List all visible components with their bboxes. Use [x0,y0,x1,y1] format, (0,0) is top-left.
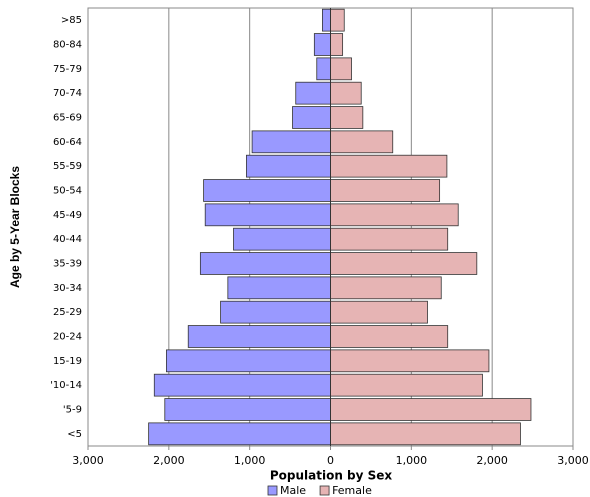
bar [220,300,331,324]
bar [330,81,362,105]
bar [227,276,331,300]
y-tick-label: 80-84 [53,40,82,51]
y-tick-label: 20-24 [53,332,82,343]
legend-label: Male [280,484,306,497]
legend-label: Female [332,484,372,497]
y-tick-label: 35-39 [53,259,82,270]
bar [246,154,331,178]
bar [164,398,331,421]
x-tick-label: 3,000 [72,454,104,467]
x-tick-label: 2,000 [476,454,508,467]
y-tick-label: 50-54 [53,186,82,197]
bar [292,106,331,129]
bar [330,179,441,202]
x-axis-label: Population by Sex [270,469,393,483]
y-tick-label: 60-64 [53,137,82,148]
bar [330,227,449,251]
bar [330,422,521,446]
y-tick-label: '5-9 [63,405,82,416]
bar [330,252,478,275]
x-tick-label: 1,000 [396,454,428,467]
x-tick-label: 1,000 [234,454,266,467]
x-tick-label: 3,000 [557,454,589,467]
y-tick-label: 25-29 [53,307,82,318]
bar [330,33,344,56]
bar [330,349,490,373]
y-tick-label: 70-74 [53,88,82,99]
bar [153,373,331,397]
bar [187,325,331,348]
bar [330,106,364,129]
bar [295,81,331,105]
y-tick-label: 45-49 [53,210,82,221]
bar [330,325,449,348]
bar [251,130,331,154]
bar [330,203,459,227]
bar [316,57,331,81]
y-tick-label: 65-69 [53,113,82,124]
x-tick-label: 2,000 [153,454,185,467]
y-tick-label: 30-34 [53,283,82,294]
bar [330,154,448,178]
bar [166,349,331,373]
y-axis-label: Age by 5-Year Blocks [8,166,22,288]
bar [330,57,352,81]
y-tick-label: 75-79 [53,64,82,75]
bar [330,373,483,397]
bar [204,203,331,227]
legend-swatch [267,485,278,496]
y-tick-label: <5 [67,429,82,440]
y-tick-label: 15-19 [53,356,82,367]
bar [330,398,532,421]
bar [203,179,331,202]
bar [313,33,331,56]
bar [330,130,394,154]
y-tick-label: >85 [61,15,82,26]
bar [330,300,428,324]
bar [199,252,331,275]
y-tick-label: 40-44 [53,234,82,245]
bar [330,8,345,32]
legend-swatch [319,485,330,496]
bar [233,227,331,251]
bar [148,422,331,446]
bar [322,8,331,32]
y-tick-label: '10-14 [50,380,82,391]
bar [330,276,442,300]
x-tick-label: 0 [327,454,334,467]
y-tick-label: 55-59 [53,161,82,172]
